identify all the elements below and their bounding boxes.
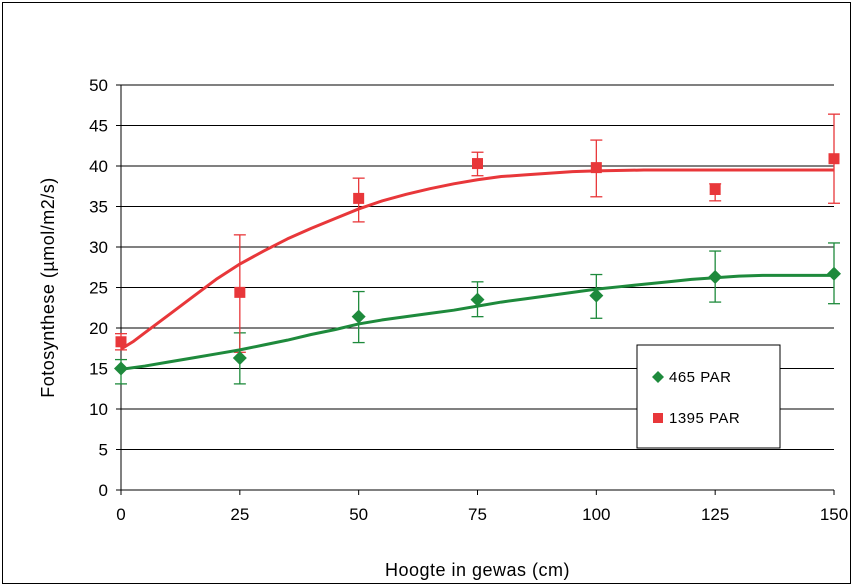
data-point <box>709 183 721 195</box>
data-point <box>590 162 602 174</box>
legend-label: 1395 PAR <box>669 410 740 427</box>
y-tick-label: 0 <box>99 481 108 500</box>
x-tick-label: 125 <box>701 505 729 524</box>
legend: 465 PAR 1395 PAR <box>636 344 781 449</box>
y-tick-label: 35 <box>89 198 108 217</box>
data-point <box>827 266 841 281</box>
legend-marker-square <box>653 413 663 423</box>
y-tick-label: 30 <box>89 238 108 257</box>
y-tick-label: 45 <box>89 117 108 136</box>
y-tick-label: 10 <box>89 400 108 419</box>
data-point <box>828 153 840 165</box>
data-point <box>351 309 366 324</box>
legend-marker-diamond <box>652 371 664 383</box>
data-point <box>708 269 723 284</box>
error-bars <box>115 113 840 385</box>
y-tick-label: 20 <box>89 319 108 338</box>
data-point <box>114 361 128 376</box>
data-point <box>589 288 604 303</box>
y-tick-label: 50 <box>89 76 108 95</box>
y-tick-label: 40 <box>89 157 108 176</box>
gridlines <box>121 84 834 450</box>
y-tick-label: 5 <box>99 441 108 460</box>
trend-lines <box>120 168 834 371</box>
trend-line-series-2 <box>120 168 834 351</box>
tick-labels: 0 5 10 15 20 25 30 35 40 45 50 0 25 50 75 100 125 150 <box>89 76 848 524</box>
data-point <box>234 286 246 298</box>
x-tick-label: 50 <box>349 505 368 524</box>
x-axis-title: Hoogte in gewas (cm) <box>385 560 570 580</box>
legend-box <box>636 344 781 449</box>
y-tick-label: 15 <box>89 360 108 379</box>
x-tick-label: 150 <box>820 505 848 524</box>
data-point <box>472 158 483 170</box>
x-tick-label: 75 <box>468 505 487 524</box>
x-tick-label: 25 <box>230 505 249 524</box>
y-axis-title: Fotosynthese (µmol/m2/s) <box>38 177 58 397</box>
data-point <box>470 292 485 307</box>
x-tick-label: 100 <box>582 505 610 524</box>
legend-label: 465 PAR <box>669 369 731 386</box>
data-point <box>115 336 127 348</box>
data-point <box>232 350 247 365</box>
data-markers <box>114 153 841 376</box>
x-tick-label: 0 <box>116 505 125 524</box>
data-point <box>353 192 365 204</box>
y-tick-label: 25 <box>89 279 108 298</box>
